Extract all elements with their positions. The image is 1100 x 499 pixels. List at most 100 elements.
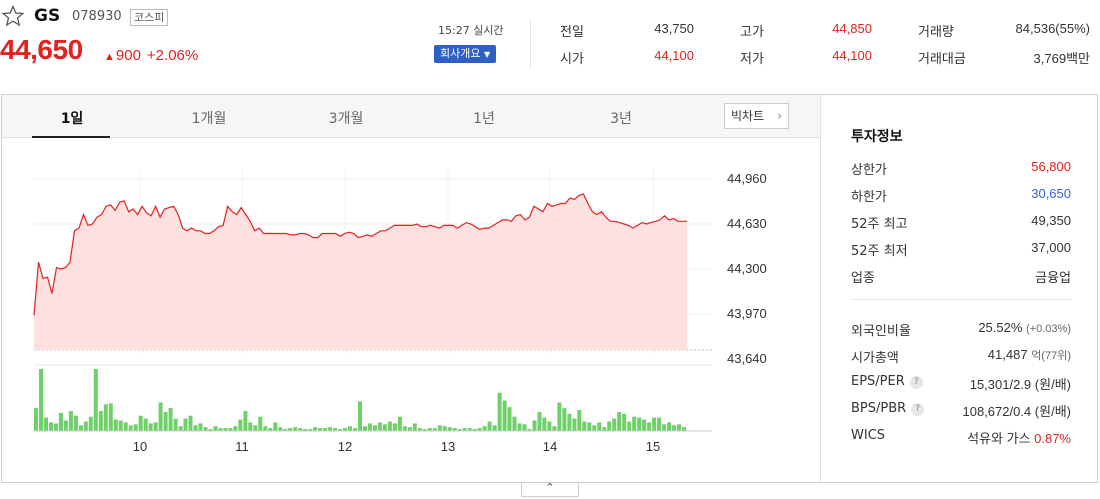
period-tabs: 1일 1개월 3개월 1년 3년 빅차트 › xyxy=(2,95,820,138)
info-value: 49,350 xyxy=(1031,213,1071,228)
info-label-text: EPS/PER xyxy=(851,374,905,389)
tab-1day[interactable]: 1일 xyxy=(60,111,84,127)
big-chart-label: 빅차트 xyxy=(731,109,765,123)
tab-1month[interactable]: 1개월 xyxy=(191,111,227,127)
info-label: WICS xyxy=(851,428,886,443)
low-label: 저가 xyxy=(740,52,764,67)
volume-bar xyxy=(173,418,178,431)
volume-bar xyxy=(677,424,681,431)
volume-bar xyxy=(98,411,103,431)
volume-bar xyxy=(288,428,293,431)
collapse-button[interactable]: ⌃ xyxy=(521,482,579,497)
volume-bar xyxy=(467,428,472,431)
volume-bar xyxy=(39,369,43,431)
open-value: 44,100 xyxy=(654,48,694,63)
volume-bar xyxy=(118,420,123,431)
volume-bar xyxy=(522,424,527,431)
volume-bar xyxy=(248,422,253,431)
volume-bar xyxy=(313,427,318,431)
volume-bar xyxy=(592,425,597,431)
x-tick-label: 10 xyxy=(132,439,148,454)
info-row-upper-limit: 상한가 56,800 xyxy=(851,159,1071,178)
volume-bar xyxy=(358,401,362,431)
volume-bar xyxy=(587,422,592,431)
company-overview-button[interactable]: 회사개요 ▼ xyxy=(434,45,497,63)
favorite-star-icon[interactable] xyxy=(2,5,24,27)
volume-bar xyxy=(647,422,652,431)
price-chart[interactable] xyxy=(2,139,820,482)
volume-bar xyxy=(642,419,647,431)
realtime-label: 15:27 실시간 xyxy=(438,24,504,37)
volume-bar xyxy=(567,413,572,431)
big-chart-button[interactable]: 빅차트 › xyxy=(724,103,789,129)
y-tick-label: 43,640 xyxy=(727,351,767,366)
volume-bar xyxy=(238,419,243,431)
volume-bar xyxy=(263,426,268,431)
volume-bar xyxy=(537,411,542,431)
volume-bar xyxy=(602,427,607,431)
volume-bar xyxy=(437,425,442,431)
info-value: 15,301/2.9 (원/배) xyxy=(970,374,1071,393)
info-label: EPS/PER? xyxy=(851,374,923,389)
info-value: 56,800 xyxy=(1031,159,1071,174)
info-label: 상한가 xyxy=(851,163,887,178)
volume-bar xyxy=(622,413,627,431)
info-sub-value: (원/배) xyxy=(1034,404,1071,419)
volume-bar xyxy=(532,420,537,431)
volume-bar xyxy=(158,402,163,431)
stock-code: 078930 xyxy=(72,9,122,24)
info-label: BPS/PBR? xyxy=(851,401,925,416)
volume-bar xyxy=(183,418,188,431)
price-area xyxy=(34,194,687,351)
volume-bar xyxy=(153,422,158,431)
info-row-foreign-ratio: 외국인비율 25.52% (+0.03%) xyxy=(851,320,1071,339)
info-value[interactable]: 금융업 xyxy=(1035,270,1071,285)
x-tick-label: 12 xyxy=(337,439,353,454)
volume-bar xyxy=(552,426,557,431)
volume-bar xyxy=(512,416,517,431)
volume-bar xyxy=(597,422,602,431)
volume-bar xyxy=(547,421,552,431)
tab-3month[interactable]: 3개월 xyxy=(328,111,364,127)
help-icon[interactable]: ? xyxy=(909,376,923,389)
volume-bar xyxy=(328,427,333,431)
tab-3year[interactable]: 3년 xyxy=(610,111,632,127)
info-label: 52주 최고 xyxy=(851,217,908,232)
volume-bar xyxy=(58,412,63,431)
volume-bar xyxy=(138,415,143,431)
volume-bar xyxy=(308,429,313,431)
volume-bar xyxy=(422,429,427,431)
volume-bar xyxy=(233,426,238,431)
info-sub-value: 억(77위) xyxy=(1031,350,1071,362)
volume-bar xyxy=(283,429,288,431)
tab-1year[interactable]: 1년 xyxy=(473,111,495,127)
stock-name: GS xyxy=(34,6,61,26)
volume-bar xyxy=(293,427,298,431)
volume-bar xyxy=(128,425,133,431)
info-value[interactable]: 석유와 가스 0.87% xyxy=(967,428,1071,447)
volume-bar xyxy=(53,423,58,431)
help-icon[interactable]: ? xyxy=(911,403,925,416)
volume-bar xyxy=(462,428,467,431)
volume-bar xyxy=(178,426,183,431)
info-sub-value: (원/배) xyxy=(1034,377,1071,392)
volume-bar xyxy=(168,408,173,431)
change-amount: 900 xyxy=(115,47,141,64)
volume-bar xyxy=(442,426,447,431)
volume-bar xyxy=(123,422,128,431)
volume-bar xyxy=(343,428,348,431)
y-tick-label: 44,630 xyxy=(727,216,767,231)
volume-bar xyxy=(652,417,657,431)
volume-bar xyxy=(427,428,432,431)
y-tick-label: 44,300 xyxy=(727,261,767,276)
volume-bar xyxy=(63,420,68,431)
volume-bar xyxy=(73,415,78,431)
volume-bar xyxy=(557,402,562,431)
volume-bar xyxy=(34,408,38,431)
info-row-bps-pbr: BPS/PBR? 108,672/0.4 (원/배) xyxy=(851,401,1071,419)
x-tick-label: 11 xyxy=(235,439,249,454)
volume-bar xyxy=(49,422,53,431)
up-triangle-icon: ▲ xyxy=(104,51,115,63)
volume-bar xyxy=(368,423,372,431)
info-label: 외국인비율 xyxy=(851,324,911,339)
